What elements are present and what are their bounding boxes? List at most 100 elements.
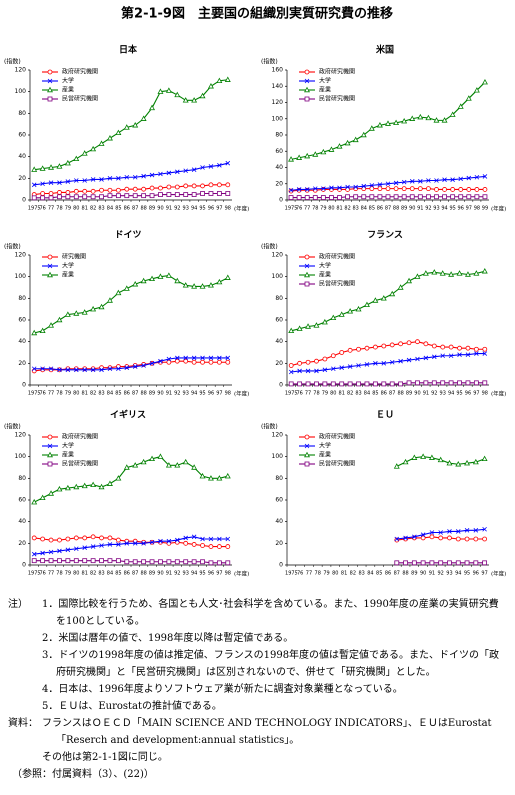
marker xyxy=(216,359,222,365)
marker xyxy=(40,366,45,372)
marker xyxy=(482,187,488,192)
marker xyxy=(381,361,387,366)
x-tick-label: 77 xyxy=(304,206,310,212)
marker xyxy=(304,254,310,260)
marker xyxy=(124,541,130,546)
x-tick-label: 98 xyxy=(482,391,488,397)
marker xyxy=(47,271,53,278)
y-tick-label: 80 xyxy=(275,132,283,139)
marker xyxy=(409,186,415,192)
notes-label: 注） xyxy=(8,599,28,610)
marker xyxy=(331,366,336,372)
marker xyxy=(224,274,231,280)
marker xyxy=(411,560,417,566)
marker xyxy=(124,559,130,565)
marker xyxy=(123,285,130,291)
marker xyxy=(440,353,445,359)
marker xyxy=(288,327,295,334)
marker xyxy=(208,560,214,566)
marker xyxy=(330,314,337,321)
marker xyxy=(314,381,319,387)
x-tick-label: 1975 xyxy=(285,206,298,212)
marker xyxy=(361,183,367,189)
marker xyxy=(423,380,429,386)
x-axis-label: (年度) xyxy=(491,570,506,578)
marker xyxy=(165,272,172,278)
note-item: 5．ＥＵは、Eurostatの推計値である。 xyxy=(42,701,222,712)
marker xyxy=(457,380,462,386)
marker xyxy=(328,146,335,152)
x-tick-label: 94 xyxy=(441,206,447,212)
marker xyxy=(434,187,439,192)
x-tick-label: 85 xyxy=(115,391,121,397)
marker xyxy=(288,195,294,200)
x-tick-label: 94 xyxy=(448,391,454,397)
marker xyxy=(149,539,155,545)
marker xyxy=(401,179,407,185)
marker xyxy=(116,176,121,181)
marker xyxy=(158,559,163,565)
marker xyxy=(473,380,479,386)
marker xyxy=(304,195,310,200)
marker xyxy=(191,183,197,189)
x-tick-label: 89 xyxy=(149,571,155,577)
marker xyxy=(174,277,181,284)
legend-label: 政府研究機関 xyxy=(62,433,98,441)
marker xyxy=(446,459,453,466)
x-tick-label: 78 xyxy=(56,571,62,577)
marker xyxy=(174,91,181,98)
marker xyxy=(398,358,403,364)
marker xyxy=(482,560,488,566)
marker xyxy=(398,381,404,387)
marker xyxy=(225,182,231,188)
marker xyxy=(394,560,400,566)
marker xyxy=(82,188,88,194)
series-line xyxy=(34,536,228,555)
marker xyxy=(81,150,88,156)
x-tick-label: 95 xyxy=(199,206,205,212)
marker xyxy=(216,182,222,188)
marker xyxy=(330,353,336,359)
marker xyxy=(208,536,214,542)
marker xyxy=(73,310,80,316)
marker xyxy=(353,184,358,190)
marker xyxy=(224,76,231,82)
x-tick-label: 93 xyxy=(440,391,446,397)
marker xyxy=(31,535,37,541)
marker xyxy=(132,462,139,468)
marker xyxy=(457,345,462,351)
marker xyxy=(438,530,443,535)
x-tick-label: 94 xyxy=(191,206,197,212)
marker xyxy=(432,354,437,360)
legend-label: 産業 xyxy=(319,86,331,94)
marker xyxy=(200,191,205,196)
marker xyxy=(431,343,437,349)
marker xyxy=(406,340,412,346)
marker xyxy=(157,273,164,279)
marker xyxy=(406,277,413,284)
marker xyxy=(304,271,310,278)
marker xyxy=(48,549,54,555)
marker xyxy=(296,187,302,192)
marker xyxy=(376,122,383,128)
marker xyxy=(225,536,231,542)
y-tick-label: 80 xyxy=(18,475,26,482)
marker xyxy=(304,96,310,102)
marker xyxy=(465,95,472,101)
marker xyxy=(389,290,396,297)
x-tick-label: 90 xyxy=(409,206,415,212)
marker xyxy=(48,180,54,185)
y-axis-label: (指数) xyxy=(261,243,278,251)
marker xyxy=(31,166,38,172)
marker xyxy=(389,342,395,348)
marker xyxy=(347,347,353,353)
marker xyxy=(158,538,163,544)
marker xyxy=(472,458,479,465)
marker xyxy=(47,78,53,84)
marker xyxy=(65,190,71,195)
marker xyxy=(409,115,416,121)
marker xyxy=(347,381,353,387)
marker xyxy=(166,538,172,544)
marker xyxy=(74,367,79,373)
marker xyxy=(329,185,334,191)
